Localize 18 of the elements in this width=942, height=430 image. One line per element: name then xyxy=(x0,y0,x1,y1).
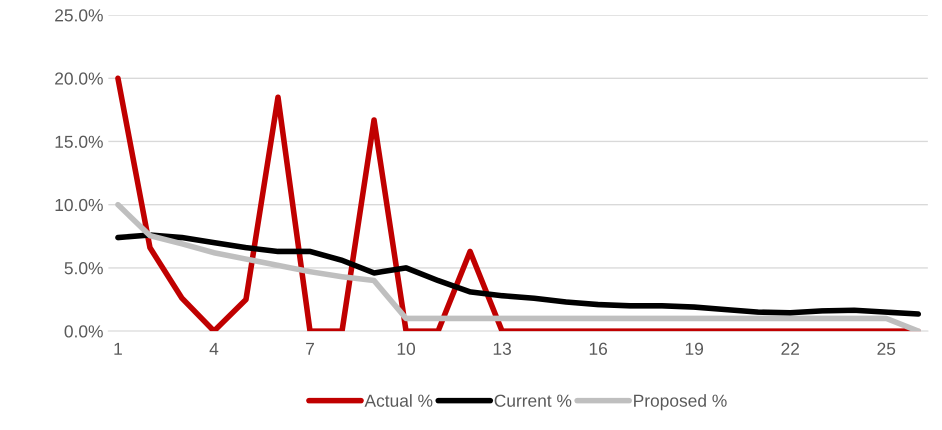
x-tick-label: 7 xyxy=(306,342,314,355)
x-tick-label: 16 xyxy=(590,342,608,355)
x-tick-label: 4 xyxy=(210,342,218,355)
x-tick-label: 10 xyxy=(398,342,416,355)
y-tick-label: 25.0% xyxy=(55,9,103,22)
y-tick-label: 15.0% xyxy=(56,136,103,148)
x-tick-label: 19 xyxy=(686,342,704,355)
y-tick-label: 20.0% xyxy=(55,72,103,85)
legend-label: Current % xyxy=(494,394,572,407)
x-tick-label: 13 xyxy=(494,342,511,355)
x-tick-label: 22 xyxy=(781,342,799,355)
y-tick-label: 10.0% xyxy=(56,198,103,212)
y-tick-label: 0.0% xyxy=(64,325,103,338)
legend-label: Proposed % xyxy=(634,394,727,410)
x-tick-label: 1 xyxy=(114,342,122,355)
legend-label: Actual % xyxy=(364,394,432,407)
y-tick-label: 5.0% xyxy=(64,262,103,274)
x-tick-label: 25 xyxy=(877,342,896,355)
